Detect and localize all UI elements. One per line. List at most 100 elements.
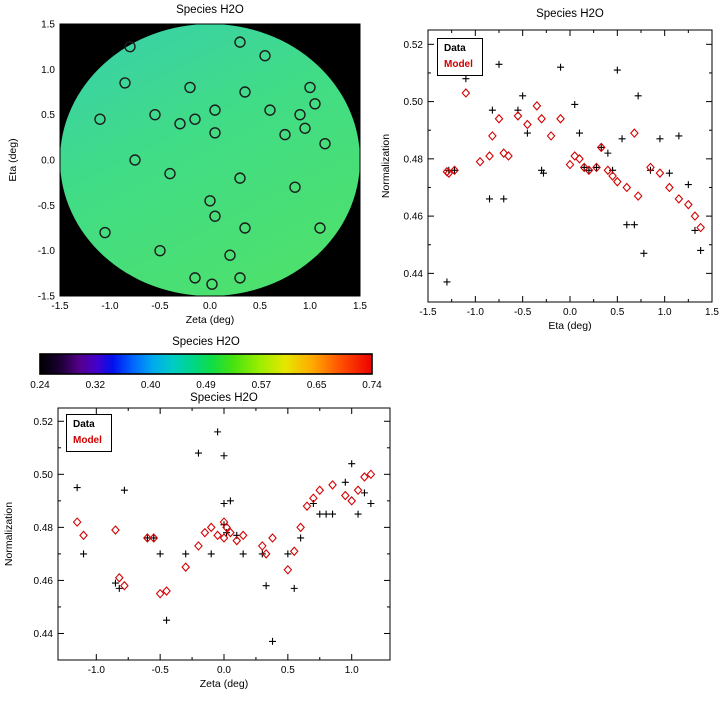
model-point-diamond bbox=[499, 148, 509, 158]
x-tick-label: -1.5 bbox=[51, 301, 69, 312]
model-point-diamond bbox=[120, 580, 129, 591]
model-point-diamond bbox=[302, 501, 312, 511]
model-point-diamond bbox=[475, 156, 485, 167]
model-point-diamond bbox=[565, 159, 575, 170]
model-point-diamond bbox=[532, 101, 542, 111]
model-point-diamond bbox=[646, 162, 655, 173]
model-point-diamond bbox=[665, 182, 674, 193]
source-circle bbox=[164, 167, 176, 180]
source-circle bbox=[209, 127, 221, 139]
model-point-diamond bbox=[155, 588, 165, 599]
data-point-plus bbox=[640, 249, 648, 257]
model-point-diamond bbox=[114, 572, 124, 583]
colorbar-tick-label: 0.49 bbox=[196, 380, 216, 391]
x-tick-label: -1.0 bbox=[467, 307, 485, 318]
model-point-diamond bbox=[353, 485, 363, 496]
data-point-plus bbox=[322, 510, 330, 518]
model-point-diamond bbox=[584, 165, 594, 176]
source-circle bbox=[184, 81, 196, 94]
colorbar-frame bbox=[39, 353, 373, 375]
model-point-diamond bbox=[622, 182, 632, 193]
x-tick-label: 1.0 bbox=[345, 665, 359, 676]
data-point-plus bbox=[354, 510, 362, 518]
model-point-diamond bbox=[289, 546, 299, 557]
model-point-diamond bbox=[360, 472, 369, 482]
model-point-diamond bbox=[347, 496, 357, 506]
source-circle bbox=[289, 181, 301, 193]
data-point-plus bbox=[290, 584, 298, 592]
source-circle bbox=[94, 113, 106, 125]
model-point-diamond bbox=[579, 162, 589, 173]
y-axis-label: Eta (deg) bbox=[7, 138, 19, 181]
model-point-diamond bbox=[488, 131, 497, 141]
model-point-diamond bbox=[143, 533, 152, 543]
model-point-diamond bbox=[219, 533, 229, 543]
skymap-plot: -1.5 -1.0 -0.5 0.0 0.5 1.0 1.5 -1.5 -1.0 -0.5 0.0 0… bbox=[7, 20, 367, 327]
data-point-plus bbox=[697, 246, 705, 254]
data-point-plus bbox=[618, 135, 626, 143]
data-point-plus bbox=[597, 143, 605, 151]
model-point-diamond bbox=[261, 549, 271, 559]
model-point-diamond bbox=[257, 541, 267, 551]
x-tick-label: 0.0 bbox=[203, 301, 217, 312]
source-circle bbox=[154, 244, 166, 257]
data-point-plus bbox=[684, 181, 692, 189]
model-point-diamond bbox=[206, 522, 216, 533]
y-tick-label: 0.44 bbox=[34, 629, 54, 640]
colorbar-tick-label: 0.40 bbox=[141, 380, 161, 391]
data-point-plus bbox=[623, 221, 631, 229]
model-point-diamond bbox=[603, 165, 613, 176]
model-point-diamond bbox=[213, 530, 222, 541]
data-point-plus bbox=[451, 166, 459, 174]
model-point-diamond bbox=[655, 168, 665, 178]
x-tick-label: 1.0 bbox=[303, 301, 317, 312]
colorbar-tick-label: 0.32 bbox=[86, 380, 106, 391]
model-point-diamond bbox=[683, 199, 693, 210]
model-point-diamond bbox=[556, 113, 565, 124]
model-point-diamond bbox=[111, 525, 120, 535]
model-point-diamond bbox=[238, 530, 248, 541]
y-tick-label: 0.48 bbox=[404, 154, 424, 165]
colorbar-tick-label: 0.57 bbox=[252, 380, 272, 391]
data-point-plus bbox=[691, 226, 699, 234]
model-point-diamond bbox=[149, 533, 159, 543]
x-tick-label: 0.0 bbox=[217, 665, 231, 676]
data-point-plus bbox=[585, 166, 593, 174]
data-point-plus bbox=[523, 129, 531, 137]
model-point-diamond bbox=[461, 88, 471, 98]
data-point-plus bbox=[297, 534, 305, 542]
model-point-diamond bbox=[222, 522, 231, 533]
data-point-plus bbox=[156, 550, 164, 558]
data-point-plus bbox=[163, 616, 171, 624]
x-tick-label: -0.5 bbox=[514, 307, 532, 318]
data-point-plus bbox=[194, 449, 202, 457]
y-axis-label: Normalization bbox=[380, 134, 392, 198]
model-point-diamond bbox=[79, 530, 88, 541]
y-tick-label: 0.50 bbox=[34, 470, 54, 481]
colorbar-plot: 0.24 0.32 0.40 0.49 0.57 0.65 0.74 bbox=[30, 353, 382, 391]
x-axis-label: Eta (deg) bbox=[548, 320, 591, 332]
eta-scatter-title: Species H2O bbox=[536, 8, 604, 20]
data-point-plus bbox=[182, 550, 190, 558]
model-point-diamond bbox=[485, 151, 494, 161]
model-point-diamond bbox=[546, 131, 556, 141]
data-point-plus bbox=[500, 195, 508, 203]
model-point-diamond bbox=[596, 142, 606, 153]
data-point-plus bbox=[539, 169, 547, 177]
source-circle bbox=[206, 278, 218, 290]
source-circle bbox=[204, 195, 216, 207]
y-tick-label: 0.0 bbox=[41, 156, 55, 167]
colorbar-gradient bbox=[40, 354, 372, 374]
x-tick-label: 1.5 bbox=[705, 307, 719, 318]
data-point-plus bbox=[214, 428, 222, 436]
colorbar-tick-label: 0.65 bbox=[307, 380, 327, 391]
legend-model-label: Model bbox=[444, 58, 473, 70]
plot-frame bbox=[59, 23, 361, 297]
source-circle bbox=[209, 210, 221, 222]
data-point-plus bbox=[630, 221, 638, 229]
data-point-plus bbox=[329, 510, 337, 518]
model-point-diamond bbox=[630, 128, 639, 138]
source-circle bbox=[259, 50, 271, 62]
y-axis-label: Normalization bbox=[3, 502, 15, 566]
